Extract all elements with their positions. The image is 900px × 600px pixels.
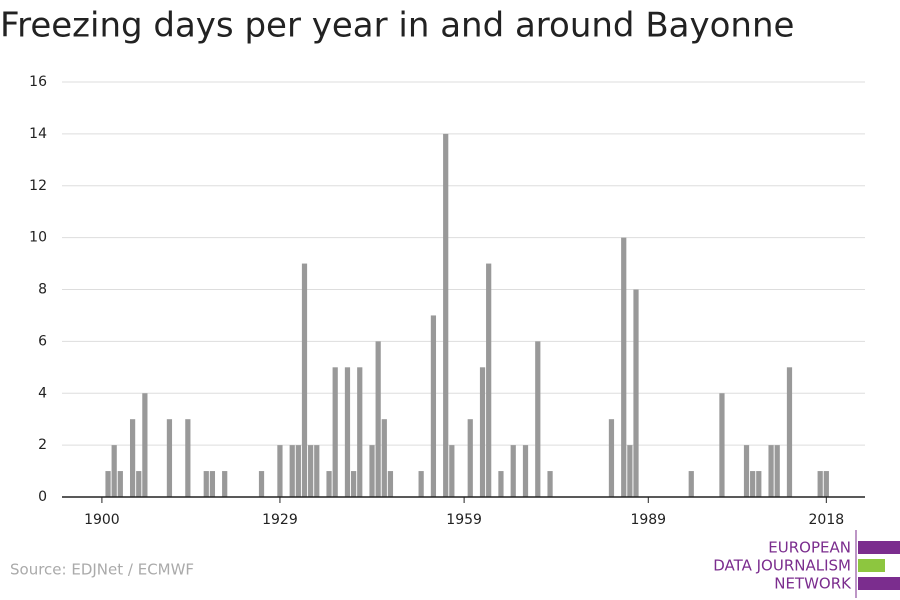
logo-bar	[858, 559, 885, 572]
bar	[344, 367, 351, 497]
bar	[621, 237, 627, 497]
bar	[535, 341, 541, 497]
x-tick-label: 2018	[809, 512, 845, 528]
y-tick-label: 0	[38, 489, 47, 505]
bar	[203, 471, 209, 497]
x-tick-label: 1900	[84, 512, 120, 528]
bar	[608, 419, 615, 497]
bar	[688, 471, 694, 497]
bar	[375, 341, 381, 497]
logo-bar	[858, 541, 900, 554]
bar	[479, 367, 486, 497]
bar	[381, 419, 387, 497]
bar	[295, 445, 301, 497]
y-tick-label: 6	[38, 333, 47, 349]
chart-title: Freezing days per year in and around Bay…	[0, 6, 794, 46]
bar	[308, 445, 314, 497]
bar	[289, 445, 295, 497]
bar	[786, 367, 793, 497]
bar	[258, 471, 265, 497]
bar	[301, 263, 308, 497]
bar	[510, 445, 516, 497]
bar	[418, 471, 424, 497]
bar	[314, 445, 320, 497]
bar	[326, 471, 332, 497]
bar	[357, 367, 363, 497]
bar	[486, 263, 492, 497]
logo-text: EUROPEAN	[768, 539, 851, 557]
bar	[750, 471, 756, 497]
bar	[222, 471, 228, 497]
bar	[209, 471, 216, 497]
bar	[443, 133, 449, 497]
bar	[105, 471, 111, 497]
bar	[142, 393, 148, 497]
bar	[743, 445, 750, 497]
bar	[817, 471, 823, 497]
bar	[166, 419, 173, 497]
logo-bar	[858, 577, 900, 590]
bar	[756, 471, 762, 497]
bar	[774, 445, 780, 497]
y-tick-label: 8	[38, 282, 47, 298]
bar	[430, 315, 437, 497]
y-tick-label: 4	[38, 385, 47, 401]
bar	[387, 471, 394, 497]
bar	[627, 445, 633, 497]
bar	[129, 419, 136, 497]
bar	[185, 419, 191, 497]
logo-text: NETWORK	[774, 575, 852, 593]
bar	[547, 471, 553, 497]
logo-text: DATA JOURNALISM	[713, 557, 851, 575]
y-tick-label: 16	[29, 74, 47, 90]
bar	[351, 471, 357, 497]
bar	[449, 445, 455, 497]
bar	[369, 445, 375, 497]
x-tick-label: 1989	[630, 512, 666, 528]
y-tick-label: 12	[29, 178, 47, 194]
x-tick-label: 1929	[262, 512, 298, 528]
bar	[633, 289, 639, 497]
bar	[823, 471, 829, 497]
bar	[467, 419, 473, 497]
bar	[117, 471, 123, 497]
y-tick-label: 10	[29, 230, 47, 246]
bar	[136, 471, 142, 497]
y-tick-label: 14	[29, 126, 47, 142]
bar	[332, 367, 338, 497]
bar	[498, 471, 504, 497]
bar	[277, 445, 283, 497]
source: Source: EDJNet / ECMWF	[10, 561, 194, 579]
bar	[111, 445, 117, 497]
bar	[522, 445, 529, 497]
x-tick-label: 1959	[446, 512, 482, 528]
y-tick-label: 2	[38, 437, 47, 453]
bar	[719, 393, 725, 497]
bar	[768, 445, 774, 497]
